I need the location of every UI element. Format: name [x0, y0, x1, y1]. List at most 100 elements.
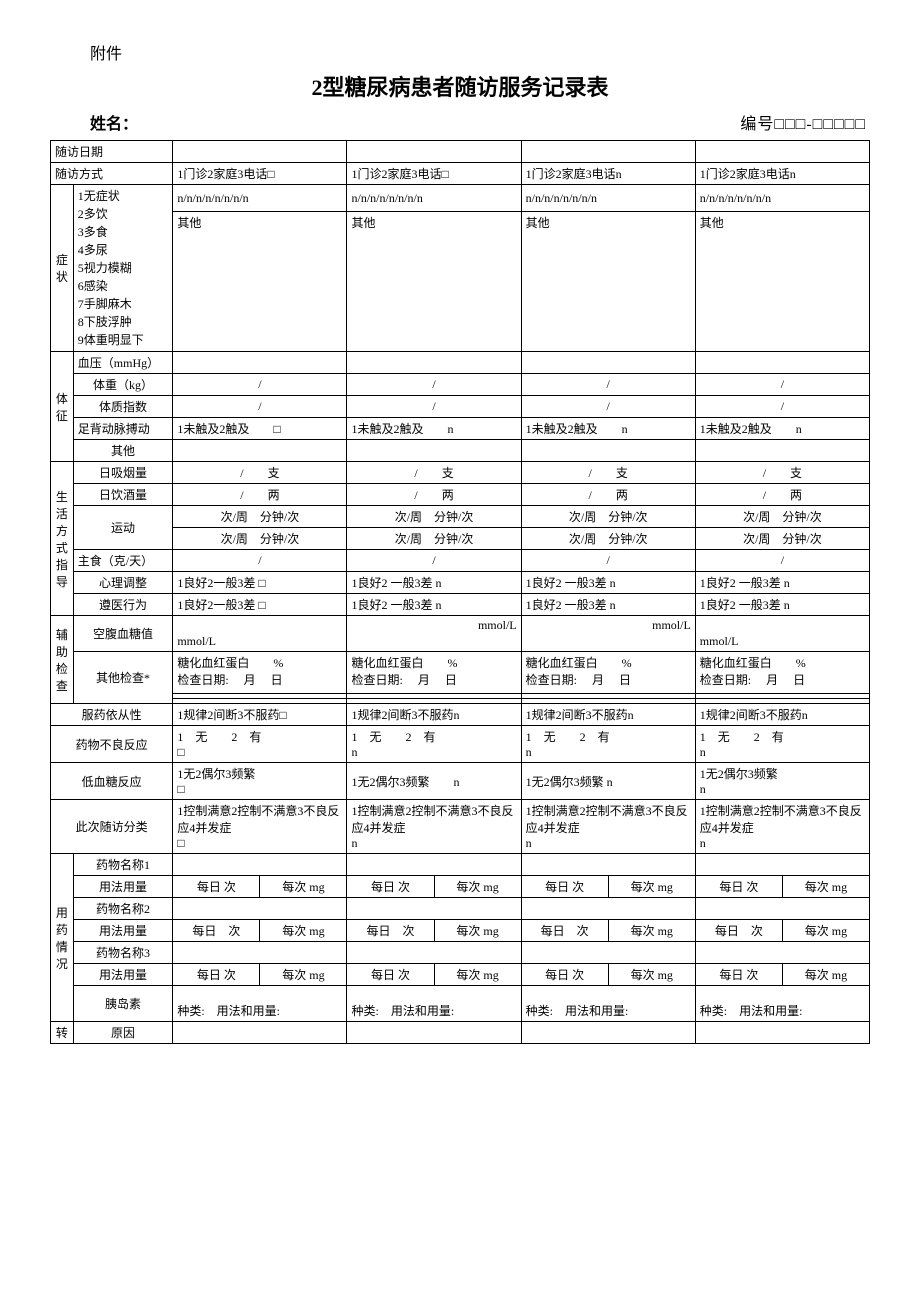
- cell[interactable]: /: [521, 374, 695, 396]
- cell[interactable]: n/n/n/n/n/n/n/n: [695, 185, 869, 212]
- cell[interactable]: 每次 mg: [608, 964, 695, 986]
- cell[interactable]: 次/周 分钟/次: [347, 506, 521, 528]
- cell[interactable]: 1规律2间断3不服药n: [521, 704, 695, 726]
- cell[interactable]: /: [695, 374, 869, 396]
- cell[interactable]: 1无2偶尔3频繁□: [173, 763, 347, 800]
- cell[interactable]: 其他: [347, 212, 521, 352]
- cell[interactable]: n/n/n/n/n/n/n/n: [521, 185, 695, 212]
- cell[interactable]: /: [173, 396, 347, 418]
- cell[interactable]: 1未触及2触及 n: [347, 418, 521, 440]
- cell[interactable]: [695, 898, 869, 920]
- cell[interactable]: [173, 440, 347, 462]
- cell[interactable]: 1控制满意2控制不满意3不良反应4并发症□: [173, 800, 347, 854]
- cell[interactable]: 每次 mg: [260, 920, 347, 942]
- cell[interactable]: 每日 次: [347, 964, 434, 986]
- cell[interactable]: 种类: 用法和用量:: [347, 986, 521, 1022]
- cell[interactable]: 每日 次: [521, 876, 608, 898]
- cell[interactable]: 每次 mg: [782, 920, 869, 942]
- cell[interactable]: [347, 141, 521, 163]
- cell[interactable]: [347, 854, 521, 876]
- cell[interactable]: mmol/L: [695, 616, 869, 652]
- cell[interactable]: mmol/L: [521, 616, 695, 652]
- cell[interactable]: 每次 mg: [434, 876, 521, 898]
- cell[interactable]: 1门诊2家庭3电话□: [173, 163, 347, 185]
- cell[interactable]: /: [521, 550, 695, 572]
- cell[interactable]: [173, 898, 347, 920]
- cell[interactable]: [347, 440, 521, 462]
- cell[interactable]: [173, 942, 347, 964]
- cell[interactable]: mmol/L: [173, 616, 347, 652]
- cell[interactable]: /: [347, 550, 521, 572]
- cell[interactable]: [521, 352, 695, 374]
- cell[interactable]: 每日 次: [173, 876, 260, 898]
- cell[interactable]: 每日 次: [521, 964, 608, 986]
- cell[interactable]: /: [695, 550, 869, 572]
- cell[interactable]: 糖化血红蛋白 %检查日期: 月 日: [173, 652, 347, 694]
- cell[interactable]: / 两: [173, 484, 347, 506]
- cell[interactable]: [347, 942, 521, 964]
- cell[interactable]: 每次 mg: [434, 920, 521, 942]
- cell[interactable]: 每日 次: [695, 920, 782, 942]
- cell[interactable]: 1未触及2触及 □: [173, 418, 347, 440]
- cell[interactable]: / 支: [347, 462, 521, 484]
- cell[interactable]: 1良好2 一般3差 n: [695, 572, 869, 594]
- cell[interactable]: [173, 352, 347, 374]
- cell[interactable]: 1 无 2 有n: [347, 726, 521, 763]
- cell[interactable]: 1良好2一般3差 □: [173, 572, 347, 594]
- cell[interactable]: 1控制满意2控制不满意3不良反应4并发症n: [695, 800, 869, 854]
- cell[interactable]: 其他: [521, 212, 695, 352]
- cell[interactable]: [695, 440, 869, 462]
- cell[interactable]: 1良好2一般3差 □: [173, 594, 347, 616]
- cell[interactable]: 每次 mg: [608, 920, 695, 942]
- cell[interactable]: [695, 141, 869, 163]
- cell[interactable]: [521, 1022, 695, 1044]
- cell[interactable]: [695, 854, 869, 876]
- cell[interactable]: /: [173, 374, 347, 396]
- cell[interactable]: 1控制满意2控制不满意3不良反应4并发症n: [521, 800, 695, 854]
- cell[interactable]: /: [695, 396, 869, 418]
- cell[interactable]: 每次 mg: [434, 964, 521, 986]
- cell[interactable]: 1良好2 一般3差 n: [695, 594, 869, 616]
- cell[interactable]: 每日 次: [521, 920, 608, 942]
- cell[interactable]: 1良好2 一般3差 n: [347, 572, 521, 594]
- cell[interactable]: [521, 141, 695, 163]
- cell[interactable]: 每次 mg: [782, 964, 869, 986]
- cell[interactable]: [521, 440, 695, 462]
- cell[interactable]: 每日 次: [347, 920, 434, 942]
- cell[interactable]: 每次 mg: [608, 876, 695, 898]
- cell[interactable]: 每日 次: [695, 876, 782, 898]
- cell[interactable]: 1规律2间断3不服药□: [173, 704, 347, 726]
- cell[interactable]: /: [347, 396, 521, 418]
- cell[interactable]: /: [173, 550, 347, 572]
- cell[interactable]: 每次 mg: [260, 876, 347, 898]
- cell[interactable]: [521, 898, 695, 920]
- cell[interactable]: 糖化血红蛋白 %检查日期: 月 日: [695, 652, 869, 694]
- cell[interactable]: 次/周 分钟/次: [521, 506, 695, 528]
- cell[interactable]: 种类: 用法和用量:: [173, 986, 347, 1022]
- cell[interactable]: 1良好2 一般3差 n: [521, 594, 695, 616]
- cell[interactable]: n/n/n/n/n/n/n/n: [347, 185, 521, 212]
- cell[interactable]: 每日 次: [173, 920, 260, 942]
- cell[interactable]: 1规律2间断3不服药n: [695, 704, 869, 726]
- cell[interactable]: 1 无 2 有□: [173, 726, 347, 763]
- cell[interactable]: 1未触及2触及 n: [695, 418, 869, 440]
- cell[interactable]: [173, 854, 347, 876]
- cell[interactable]: [173, 1022, 347, 1044]
- cell[interactable]: 1 无 2 有n: [695, 726, 869, 763]
- cell[interactable]: / 支: [521, 462, 695, 484]
- cell[interactable]: 次/周 分钟/次: [347, 528, 521, 550]
- cell[interactable]: n/n/n/n/n/n/n/n: [173, 185, 347, 212]
- cell[interactable]: 糖化血红蛋白 %检查日期: 月 日: [521, 652, 695, 694]
- cell[interactable]: 每次 mg: [260, 964, 347, 986]
- cell[interactable]: 1良好2 一般3差 n: [521, 572, 695, 594]
- cell[interactable]: 1门诊2家庭3电话n: [695, 163, 869, 185]
- cell[interactable]: 其他: [695, 212, 869, 352]
- cell[interactable]: 次/周 分钟/次: [173, 528, 347, 550]
- cell[interactable]: 1良好2 一般3差 n: [347, 594, 521, 616]
- cell[interactable]: [521, 942, 695, 964]
- cell[interactable]: [347, 352, 521, 374]
- cell[interactable]: [347, 898, 521, 920]
- cell[interactable]: 糖化血红蛋白 %检查日期: 月 日: [347, 652, 521, 694]
- cell[interactable]: 1规律2间断3不服药n: [347, 704, 521, 726]
- cell[interactable]: 1 无 2 有n: [521, 726, 695, 763]
